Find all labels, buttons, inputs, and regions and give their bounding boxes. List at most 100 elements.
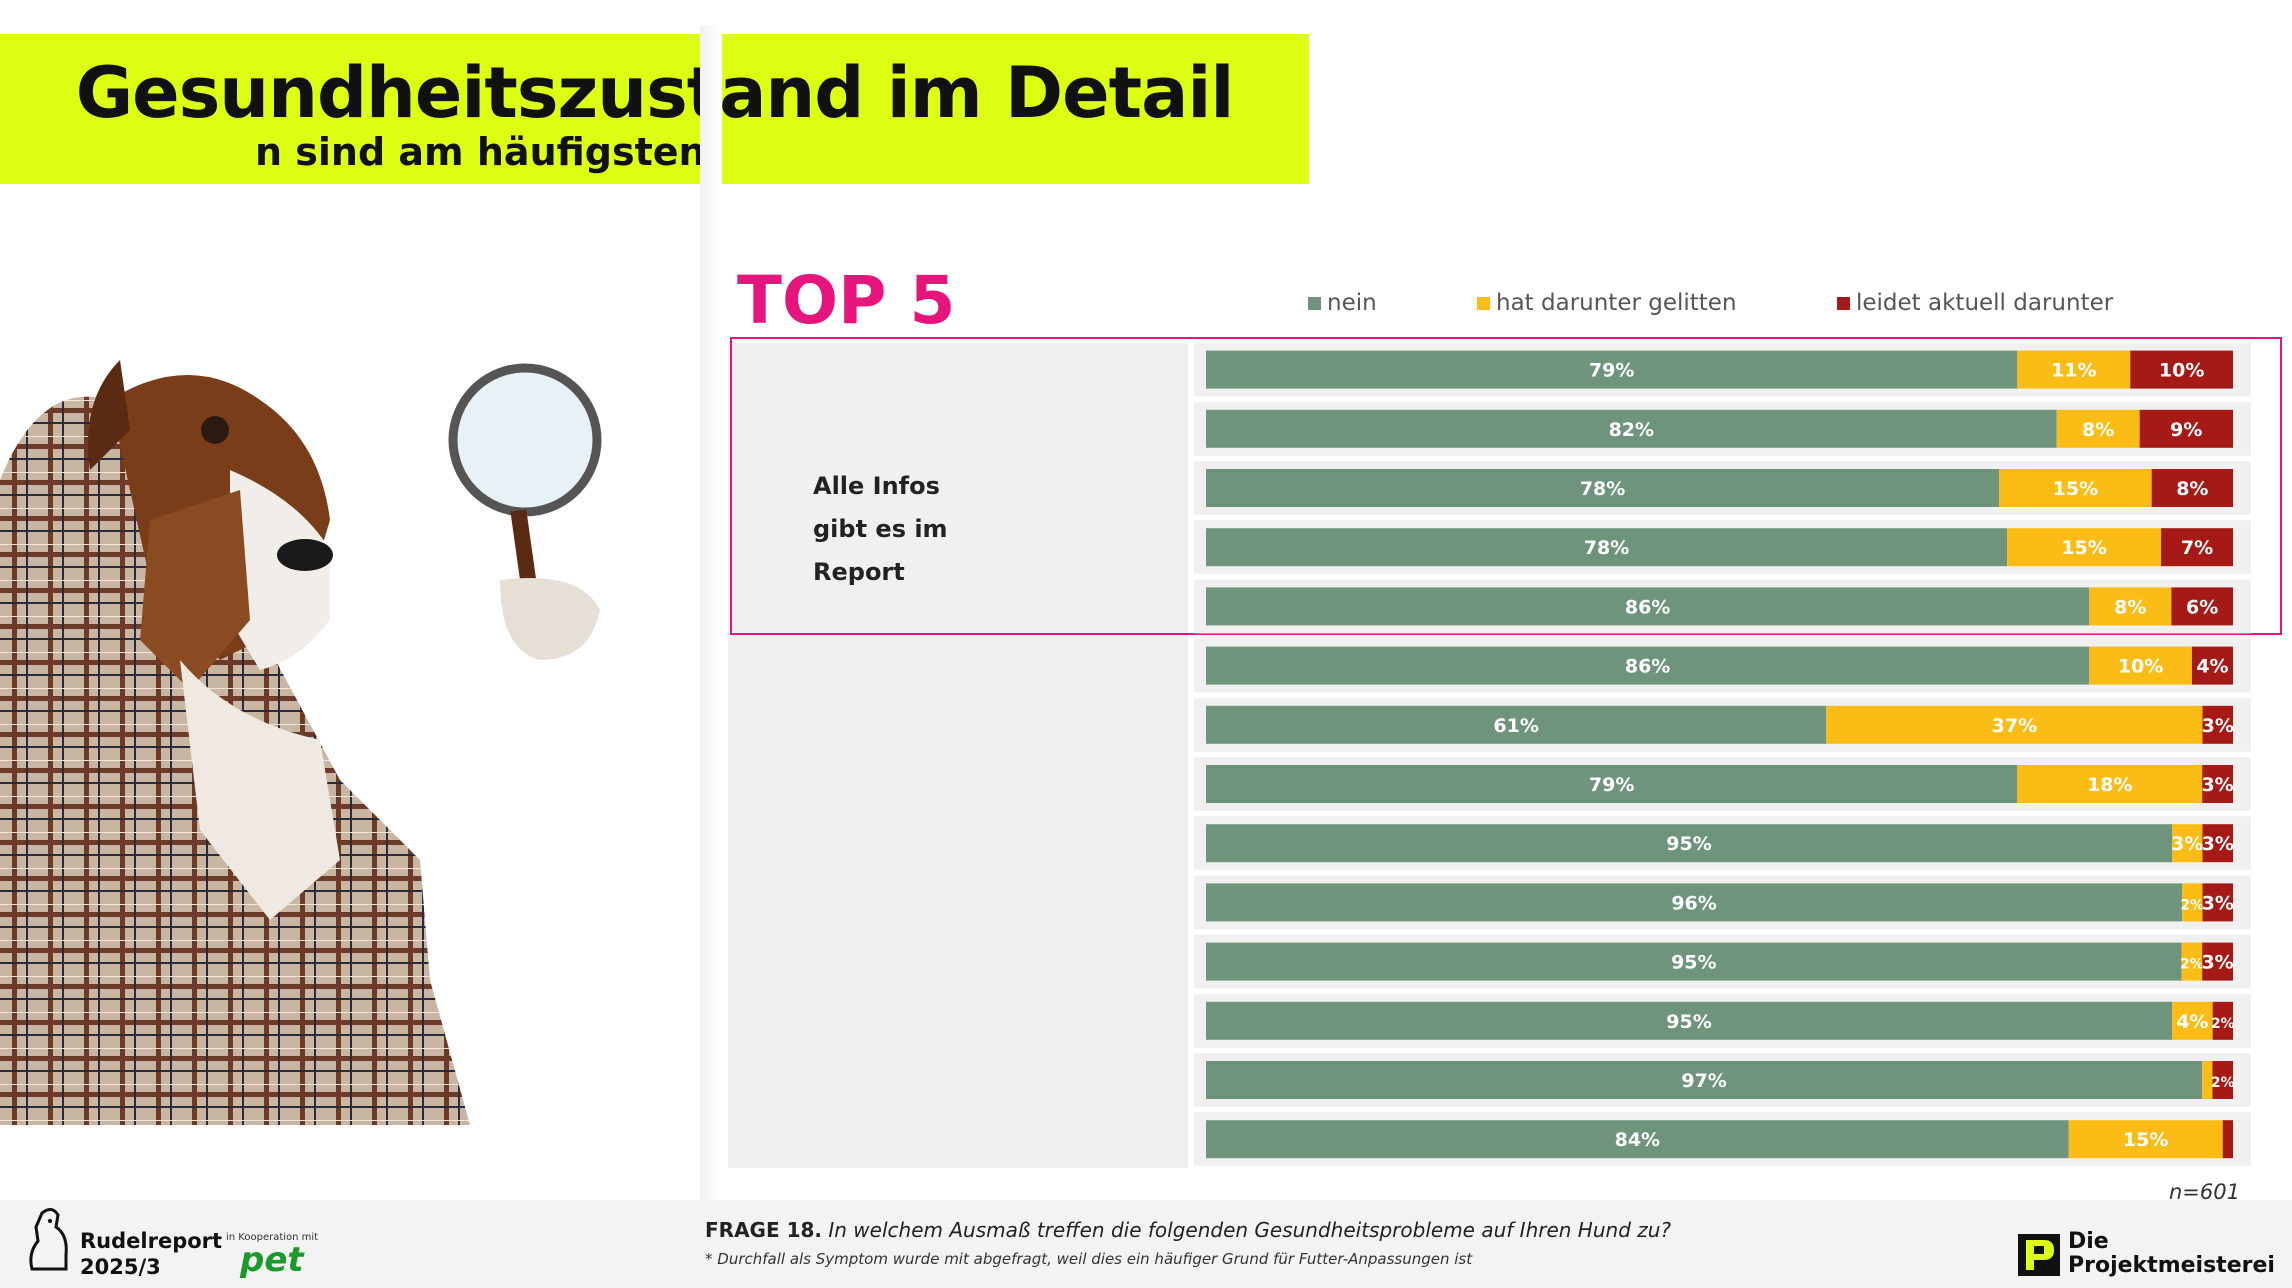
info-line-3: Report xyxy=(813,558,905,586)
bar-data-label: 3% xyxy=(2171,833,2203,855)
bar-data-label: 10% xyxy=(2159,360,2204,382)
bar-data-label: 78% xyxy=(1584,537,1629,559)
footer-bar xyxy=(0,1200,2292,1288)
bar-data-label: 79% xyxy=(1589,360,1634,382)
bar-data-label: 8% xyxy=(2082,419,2114,441)
label-panel xyxy=(728,343,1188,1168)
bar-segment-nein xyxy=(1206,469,2000,507)
bar-segment-aktuell xyxy=(2161,528,2233,567)
legend-item-gelitten: hat darunter gelitten xyxy=(1477,290,1737,316)
bar-segment-gelitten xyxy=(2181,942,2203,981)
bar-segment-nein xyxy=(1206,1120,2069,1159)
bar-segment-gelitten xyxy=(1999,469,2152,507)
partner-logo: pet xyxy=(240,1240,304,1280)
bar-data-label: 15% xyxy=(2123,1129,2168,1151)
bar-segment-gelitten xyxy=(2017,765,2203,803)
bar-segment-aktuell xyxy=(2212,1061,2233,1099)
bar-data-label: 95% xyxy=(1666,1011,1711,1033)
brand-line-1: Rudelreport xyxy=(80,1229,223,1253)
legend-swatch-gelitten xyxy=(1477,296,1490,310)
company-line-1: Die xyxy=(2068,1229,2109,1254)
bar-data-label: 79% xyxy=(1589,774,1634,796)
bar-segment-aktuell xyxy=(2212,1001,2233,1040)
bar-segment-gelitten xyxy=(2089,646,2192,685)
bar-data-label: 61% xyxy=(1493,715,1538,737)
bar-data-label: 95% xyxy=(1666,833,1711,855)
footnote: * Durchfall als Symptom wurde mit abgefr… xyxy=(705,1250,1473,1268)
bar-data-label: 3% xyxy=(2202,892,2234,914)
bar-segment-nein xyxy=(1206,587,2090,626)
bar-data-label: 37% xyxy=(1992,715,2037,737)
bar-data-label: 95% xyxy=(1671,952,1716,974)
bar-data-label: 8% xyxy=(2114,596,2146,618)
bar-data-label: 2% xyxy=(2211,1016,2235,1032)
bar-segment-aktuell xyxy=(2202,883,2233,922)
bar-segment-nein xyxy=(1206,1001,2172,1040)
bar-data-label: 15% xyxy=(2061,537,2106,559)
top5-label: TOP 5 xyxy=(737,262,956,339)
bar-segment-aktuell xyxy=(2222,1120,2233,1159)
bar-segment-gelitten xyxy=(2056,409,2140,448)
bar-segment-gelitten xyxy=(2202,1061,2213,1099)
bar-data-label: 9% xyxy=(2170,419,2202,441)
bar-segment-aktuell xyxy=(2139,409,2233,448)
bar-segment-nein xyxy=(1206,1061,2203,1099)
bar-data-label: 11% xyxy=(2051,360,2096,382)
bar-data-label: 4% xyxy=(2196,656,2228,678)
bar-segment-nein xyxy=(1206,646,2090,685)
bar-segment-aktuell xyxy=(2202,765,2233,803)
bar-segment-aktuell xyxy=(2202,942,2233,981)
bar-data-label: 8% xyxy=(2176,478,2208,500)
bar-segment-aktuell xyxy=(2191,646,2233,685)
bar-segment-aktuell xyxy=(2202,824,2233,863)
brand-line-2: 2025/3 xyxy=(80,1255,161,1279)
bar-data-label: 18% xyxy=(2087,774,2132,796)
bar-segment-aktuell xyxy=(2151,469,2233,507)
bar-data-label: 96% xyxy=(1671,892,1716,914)
bar-data-label: 2% xyxy=(2180,957,2204,973)
bar-data-label: 15% xyxy=(2053,478,2098,500)
bar-segment-nein xyxy=(1206,883,2183,922)
bar-data-label: 3% xyxy=(2202,715,2234,737)
bar-data-label: 2% xyxy=(2211,1075,2235,1091)
bar-data-label: 97% xyxy=(1681,1070,1726,1092)
question-prefix: FRAGE 18. xyxy=(705,1218,823,1242)
bar-segment-gelitten xyxy=(2007,528,2162,567)
bar-data-label: 86% xyxy=(1625,656,1670,678)
page-fold-shadow xyxy=(700,25,722,1200)
bar-data-label: 2% xyxy=(2180,897,2204,913)
info-line-2: gibt es im xyxy=(813,515,948,543)
info-line-1: Alle Infos xyxy=(813,472,940,500)
info-text: Alle Infos gibt es im Report xyxy=(813,465,948,594)
cooperation-label: in Kooperation mit xyxy=(226,1232,319,1243)
bar-segment-gelitten xyxy=(2171,1001,2213,1040)
legend-item-nein: nein xyxy=(1308,290,1377,316)
rudelreport-dog-logo xyxy=(29,1208,68,1271)
bar-segment-nein xyxy=(1206,528,2008,567)
legend-label-aktuell: leidet aktuell darunter xyxy=(1856,290,2114,316)
company-line-2: Projektmeisterei xyxy=(2068,1253,2275,1278)
bar-segment-gelitten xyxy=(2171,824,2203,863)
sample-size: n=601 xyxy=(2169,1180,2240,1204)
bar-data-label: 3% xyxy=(2201,952,2233,974)
bar-segment-nein xyxy=(1206,942,2182,981)
brand-name: Rudelreport 2025/3 xyxy=(80,1228,222,1280)
company-name: Die Projektmeisterei xyxy=(2068,1230,2275,1278)
bar-segment-nein xyxy=(1206,350,2018,389)
bar-data-label: 82% xyxy=(1609,419,1654,441)
title-band xyxy=(0,34,1309,184)
bar-data-label: 4% xyxy=(2176,1011,2208,1033)
page-title: Gesundheitszustand im Detail xyxy=(75,52,1235,134)
bar-segment-nein xyxy=(1206,824,2172,863)
bar-segment-gelitten xyxy=(1826,705,2203,744)
bar-data-label: 6% xyxy=(2186,596,2218,618)
dog-detective-image xyxy=(0,360,602,1125)
page-subtitle: n sind am häufigsten xyxy=(255,130,706,174)
bar-segment-gelitten xyxy=(2068,1120,2223,1159)
bar-segment-aktuell xyxy=(2171,587,2233,626)
bar-segment-aktuell xyxy=(2130,350,2233,389)
legend-swatch-aktuell xyxy=(1837,296,1850,310)
bar-data-label: 78% xyxy=(1580,478,1625,500)
legend-swatch-nein xyxy=(1308,296,1321,310)
bar-segment-gelitten xyxy=(2089,587,2172,626)
